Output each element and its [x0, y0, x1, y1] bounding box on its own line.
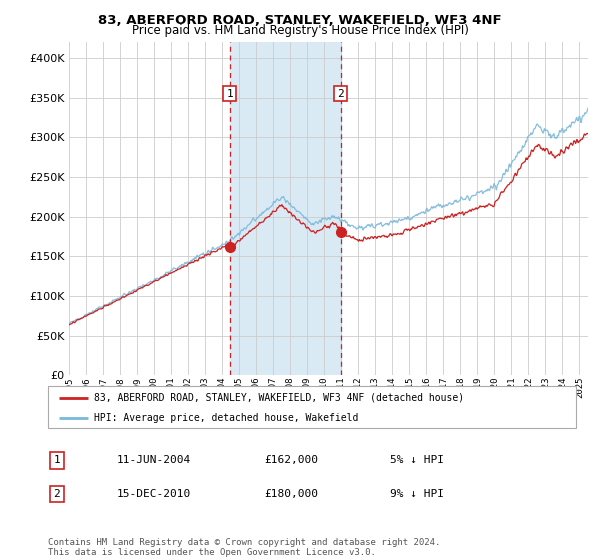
Text: 9% ↓ HPI: 9% ↓ HPI — [390, 489, 444, 499]
Text: £162,000: £162,000 — [264, 455, 318, 465]
Text: 83, ABERFORD ROAD, STANLEY, WAKEFIELD, WF3 4NF (detached house): 83, ABERFORD ROAD, STANLEY, WAKEFIELD, W… — [94, 393, 464, 403]
Text: Price paid vs. HM Land Registry's House Price Index (HPI): Price paid vs. HM Land Registry's House … — [131, 24, 469, 37]
Text: 2: 2 — [53, 489, 61, 499]
Text: £180,000: £180,000 — [264, 489, 318, 499]
Text: 1: 1 — [226, 88, 233, 99]
Text: 2: 2 — [337, 88, 344, 99]
Text: HPI: Average price, detached house, Wakefield: HPI: Average price, detached house, Wake… — [94, 413, 359, 423]
Text: 15-DEC-2010: 15-DEC-2010 — [117, 489, 191, 499]
Text: 5% ↓ HPI: 5% ↓ HPI — [390, 455, 444, 465]
Bar — [230, 42, 341, 375]
Text: Contains HM Land Registry data © Crown copyright and database right 2024.
This d: Contains HM Land Registry data © Crown c… — [48, 538, 440, 557]
FancyBboxPatch shape — [48, 386, 576, 428]
Text: 1: 1 — [53, 455, 61, 465]
Text: 11-JUN-2004: 11-JUN-2004 — [117, 455, 191, 465]
Text: 83, ABERFORD ROAD, STANLEY, WAKEFIELD, WF3 4NF: 83, ABERFORD ROAD, STANLEY, WAKEFIELD, W… — [98, 14, 502, 27]
